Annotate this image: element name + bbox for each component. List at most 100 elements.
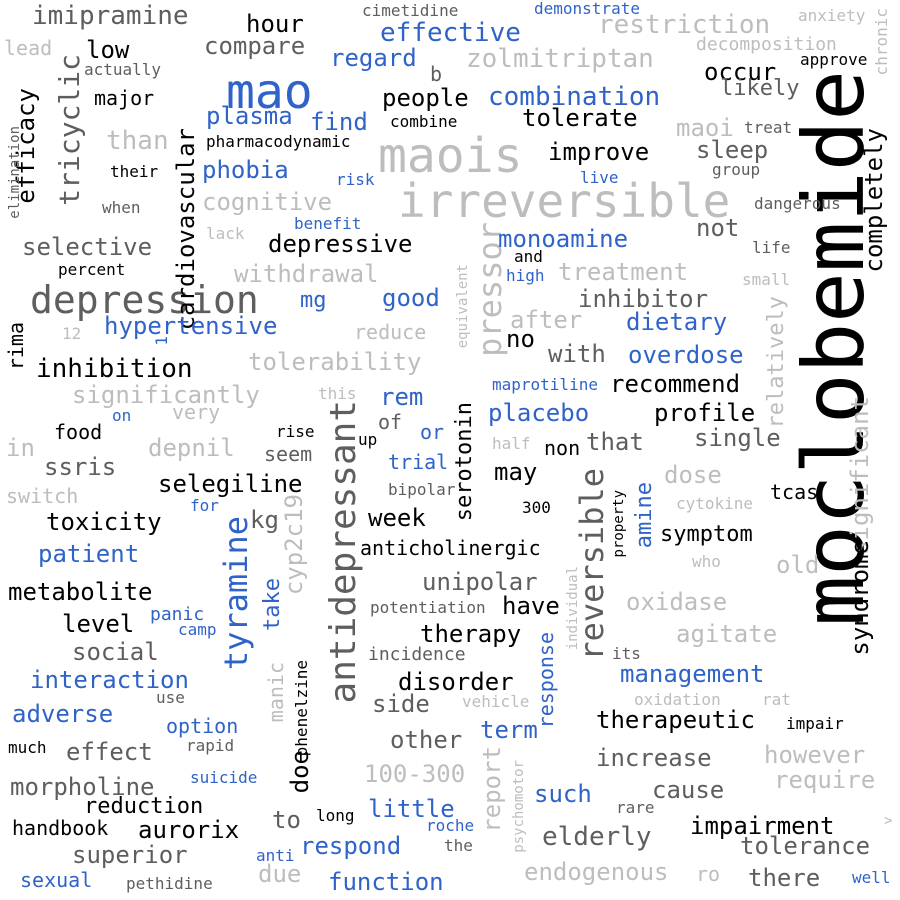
word-sleep: sleep: [696, 136, 769, 164]
word-imipramine: imipramine: [32, 1, 189, 31]
word-its: its: [612, 644, 641, 663]
word-potentiation: potentiation: [370, 598, 486, 617]
word-approve: approve: [800, 50, 868, 69]
word-elimination: elimination: [7, 126, 23, 219]
word-equivalent: equivalent: [455, 264, 471, 349]
word-unipolar: unipolar: [422, 568, 538, 596]
word-side: side: [372, 690, 430, 718]
word-may: may: [494, 458, 538, 486]
word-live: live: [580, 168, 619, 187]
word-cimetidine: cimetidine: [362, 1, 459, 20]
word-profile: profile: [654, 399, 756, 427]
word-improve: improve: [548, 138, 650, 166]
word-much: much: [8, 738, 47, 757]
word-b: b: [430, 62, 443, 86]
word-increase: increase: [596, 744, 712, 772]
word-agitate: agitate: [676, 620, 778, 648]
word-that: that: [586, 428, 644, 456]
word-patient: patient: [38, 540, 140, 568]
word-therapeutic: therapeutic: [596, 706, 755, 734]
word-disorder: disorder: [398, 668, 514, 696]
word-tolerance: tolerance: [740, 832, 871, 860]
word-function: function: [328, 868, 444, 896]
word-trial: trial: [388, 450, 449, 474]
word-morpholine: morpholine: [10, 773, 155, 801]
word-tcas: tcas: [770, 480, 819, 504]
word-rare: rare: [616, 798, 655, 817]
word-after: after: [510, 306, 583, 334]
word-social: social: [72, 638, 159, 666]
word-well: well: [852, 868, 891, 887]
word-vehicle: vehicle: [462, 692, 530, 711]
word-hypertensive: hypertensive: [104, 312, 278, 340]
word-depnil: depnil: [148, 434, 235, 462]
word-overdose: overdose: [628, 341, 744, 369]
word-restriction: restriction: [598, 10, 771, 40]
word-risk: risk: [336, 170, 375, 189]
word-due: due: [258, 860, 302, 888]
word-incidence: incidence: [368, 644, 466, 665]
word-when: when: [102, 198, 141, 217]
word-benefit: benefit: [294, 214, 362, 233]
word-tyramine: tyramine: [217, 516, 255, 671]
word-low: low: [86, 36, 130, 64]
word-phobia: phobia: [202, 156, 289, 184]
word-good: good: [382, 284, 440, 312]
word-tricyclic: tricyclic: [53, 54, 86, 206]
word-than: than: [106, 126, 169, 156]
word-ssris: ssris: [44, 453, 117, 481]
word-rat: rat: [762, 690, 791, 709]
word-tolerate: tolerate: [522, 104, 638, 132]
word-management: management: [620, 660, 765, 688]
word-in: in: [6, 434, 35, 462]
word-up: up: [358, 430, 378, 449]
word-pethidine: pethidine: [126, 874, 213, 893]
word-use: use: [156, 688, 185, 707]
word-with: with: [548, 340, 606, 368]
word-psychomotor: psychomotor: [511, 760, 527, 853]
word-chronic: chronic: [872, 8, 891, 76]
word-doe: doe: [286, 750, 314, 794]
word-interaction: interaction: [30, 666, 189, 694]
word-people: people: [382, 84, 469, 112]
word-anticholinergic: anticholinergic: [360, 536, 541, 560]
word-dietary: dietary: [626, 308, 728, 336]
word-relatively: relatively: [764, 296, 789, 429]
word-combination: combination: [488, 82, 661, 112]
word-dangerous: dangerous: [754, 194, 841, 213]
word-serotonin: serotonin: [452, 402, 477, 522]
word-selective: selective: [22, 233, 153, 261]
word-level: level: [62, 610, 135, 638]
word-adverse: adverse: [12, 700, 114, 728]
word-no: no: [506, 325, 535, 353]
word-oxidase: oxidase: [626, 588, 728, 616]
word-other: other: [390, 726, 463, 754]
word-elderly: elderly: [542, 822, 652, 852]
word-depression: depression: [30, 278, 259, 322]
word-occur: occur: [704, 58, 777, 86]
word-lead: lead: [4, 36, 53, 60]
word-half: half: [492, 434, 531, 453]
word-individual: individual: [565, 566, 581, 651]
word-lack: lack: [206, 224, 245, 243]
word-aurorix: aurorix: [138, 816, 240, 844]
word-significant: significant: [846, 396, 874, 555]
word-major: major: [94, 86, 155, 110]
word-property: property: [611, 490, 627, 558]
word-maprotiline: maprotiline: [492, 375, 598, 394]
word-food: food: [54, 420, 103, 444]
word-syndrome: syndrome: [846, 540, 874, 656]
word-little: little: [368, 795, 455, 823]
word-impair: impair: [786, 714, 844, 733]
word-treat: treat: [744, 118, 793, 137]
word-anxiety: anxiety: [798, 6, 866, 25]
word-phenelzine: phenelzine: [292, 660, 311, 757]
word-rapid: rapid: [186, 736, 235, 755]
word-symptom: symptom: [660, 522, 753, 547]
word-small: small: [742, 270, 791, 289]
word-reduce: reduce: [354, 320, 427, 344]
word-dose: dose: [664, 461, 722, 489]
word-selegiline: selegiline: [158, 470, 303, 498]
word-camp: camp: [178, 620, 217, 639]
word-handbook: handbook: [12, 816, 109, 840]
